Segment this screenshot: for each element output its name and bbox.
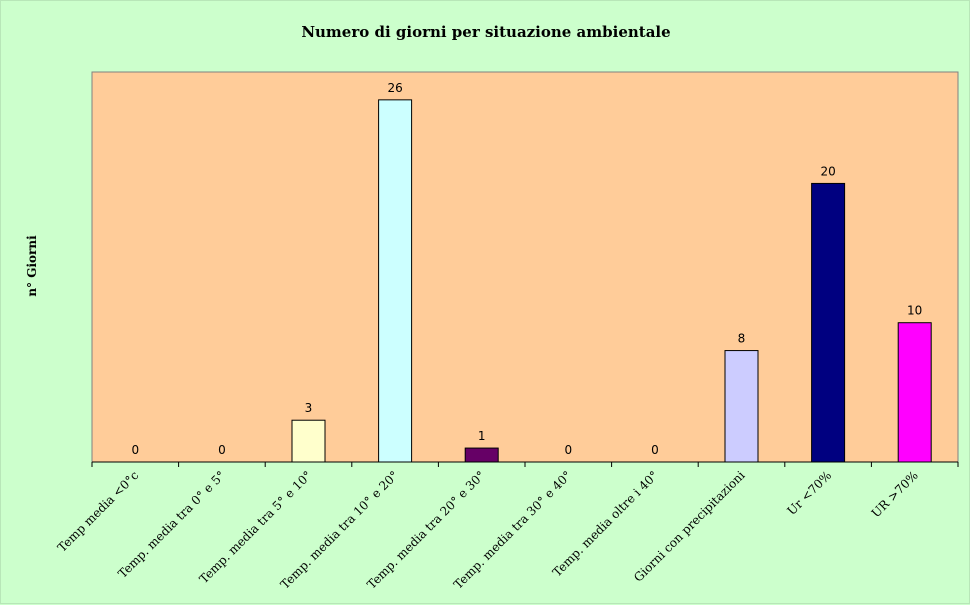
bar: [724, 350, 759, 463]
bar: [464, 447, 499, 463]
data-label: 10: [907, 304, 922, 318]
data-label: 8: [738, 332, 746, 346]
bar: [378, 99, 413, 463]
category-label: UR >70%: [869, 468, 921, 520]
data-label: 26: [387, 81, 402, 95]
category-label: Ur <70%: [784, 468, 834, 518]
data-label: 1: [478, 429, 486, 443]
data-label: 3: [305, 401, 313, 415]
bar: [811, 182, 846, 463]
category-label: Temp media <0°c: [55, 468, 142, 555]
data-label: 0: [564, 443, 572, 457]
data-label: 0: [218, 443, 226, 457]
chart-title: Numero di giorni per situazione ambienta…: [301, 23, 671, 41]
bar: [897, 322, 932, 463]
data-label: 0: [131, 443, 139, 457]
bar: [291, 419, 326, 463]
data-label: 0: [651, 443, 659, 457]
data-label: 20: [820, 164, 835, 178]
